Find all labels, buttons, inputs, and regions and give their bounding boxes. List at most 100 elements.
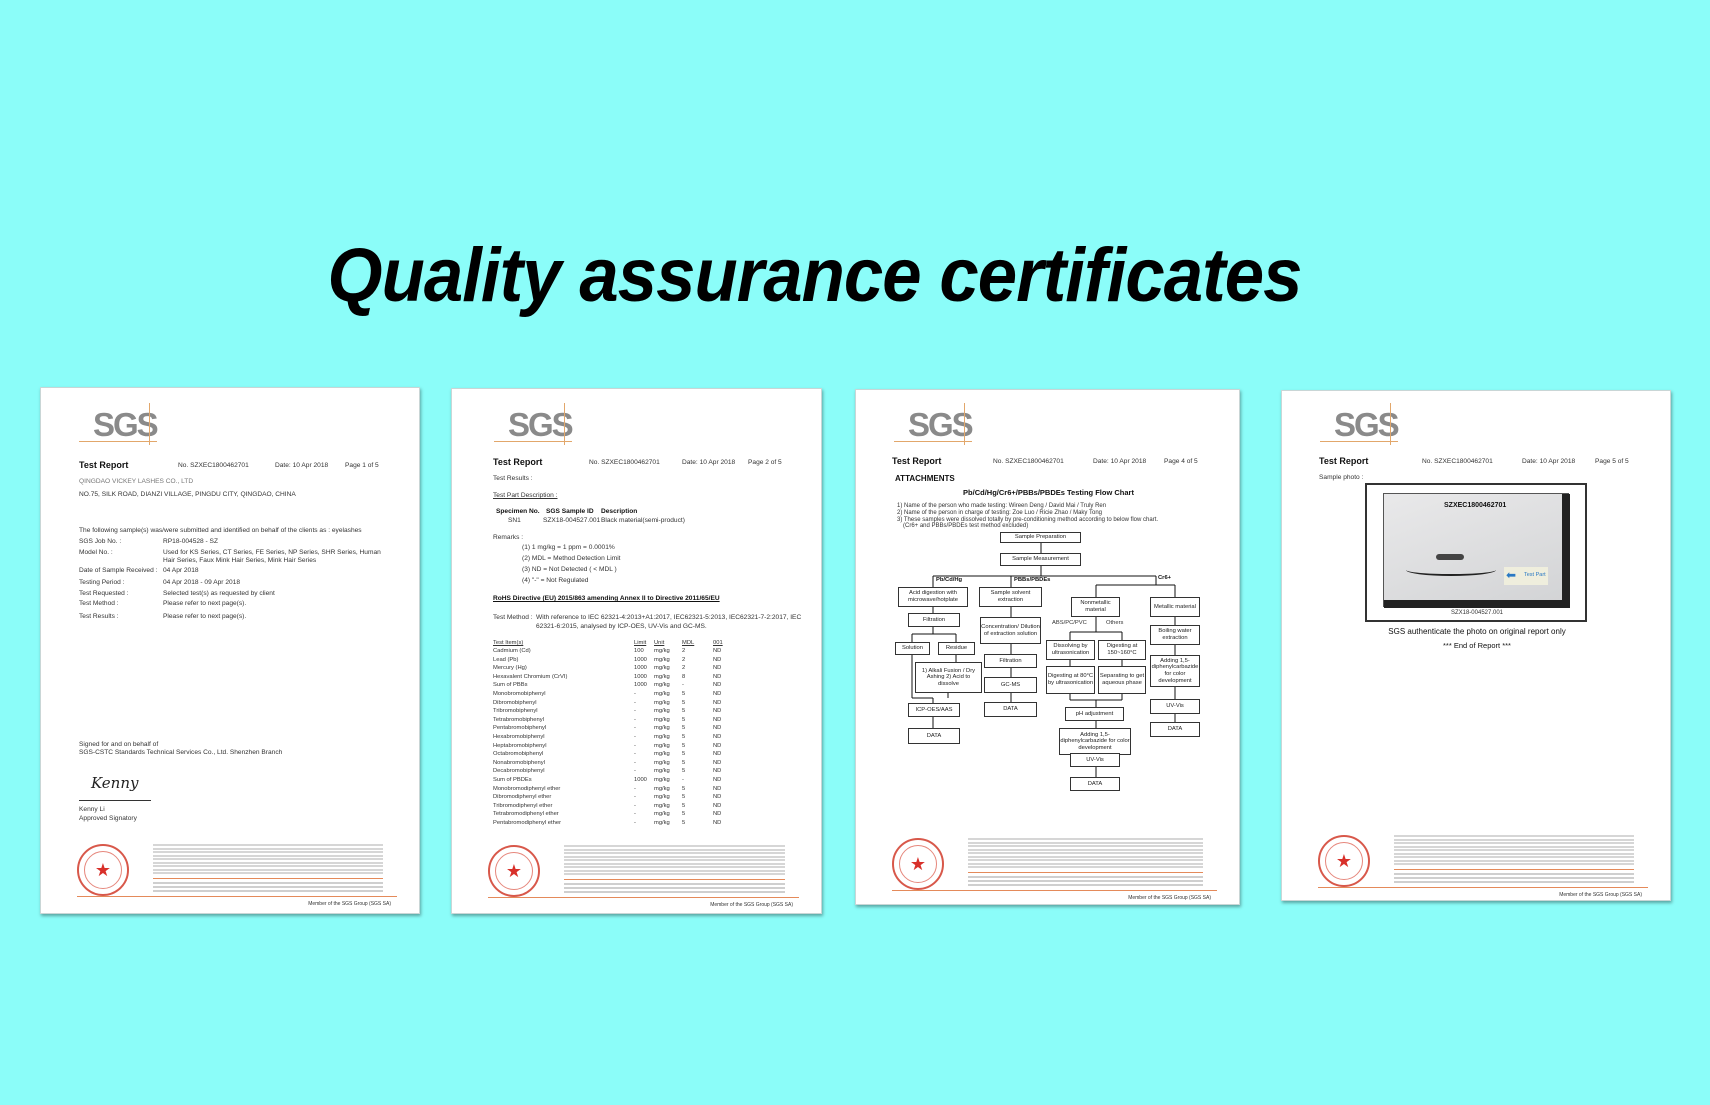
- disclaimer-line: [968, 859, 1203, 861]
- test-method: 62321-6:2015, analysed by ICP-OES, UV-Vi…: [536, 623, 707, 630]
- table-cell: ND: [713, 785, 722, 792]
- flow-box: Digesting at 80°C by ultrasonication: [1046, 666, 1095, 694]
- footer-rule: [77, 896, 397, 897]
- field-label: Testing Period :: [79, 579, 125, 586]
- table-row: Hexavalent Chromium (CrVI) 1000 mg/kg 8 ND: [452, 673, 821, 682]
- table-cell: -: [634, 820, 636, 826]
- table-cell: -: [634, 811, 636, 818]
- table-cell: -: [634, 708, 636, 715]
- certificate-page-4[interactable]: SGS Test Report No. SZXEC1800462701 Date…: [855, 389, 1240, 905]
- disclaimer-line: [1394, 859, 1634, 862]
- table-cell: -: [634, 734, 636, 740]
- table-cell: mg/kg: [654, 742, 670, 749]
- table-cell: 2: [682, 656, 686, 663]
- signer-name: Kenny Li: [79, 806, 105, 813]
- table-cell: Octabromobiphenyl: [493, 751, 544, 758]
- table-cell: Hexavalent Chromium (CrVI): [493, 673, 568, 680]
- directive-heading: RoHS Directive (EU) 2015/863 amending An…: [493, 595, 720, 602]
- remark: (4) "-" = Not Regulated: [522, 577, 589, 584]
- footer-rule: [153, 878, 383, 879]
- table-cell: Pentabromobiphenyl: [493, 725, 547, 732]
- footer-line: [1394, 873, 1634, 875]
- table-cell: ND: [713, 794, 722, 801]
- seal-stamp: ★: [77, 844, 129, 896]
- table-cell: 1000: [634, 682, 647, 689]
- disclaimer-line: [564, 866, 785, 868]
- table-row: Nonabromobiphenyl - mg/kg 5 ND: [452, 759, 821, 768]
- table-cell: 5: [682, 820, 686, 826]
- table-cell: 1000: [634, 673, 647, 680]
- table-row: Tribromodiphenyl ether - mg/kg 5 ND: [452, 803, 821, 811]
- table-cell: Cadmium (Cd): [493, 648, 531, 654]
- table-cell: -: [682, 682, 684, 689]
- logo-rule: [564, 403, 565, 445]
- certificate-page-2[interactable]: SGS Test Report No. SZXEC1800462701 Date…: [451, 388, 822, 914]
- field-value: 04 Apr 2018 - 09 Apr 2018: [163, 579, 240, 586]
- spec-cell: Black material(semi-product): [601, 517, 685, 524]
- table-cell: 1000: [634, 777, 647, 783]
- table-cell: 100: [634, 648, 644, 654]
- table-cell: -: [634, 794, 636, 801]
- seal-ring: [84, 851, 122, 889]
- table-cell: -: [634, 759, 636, 766]
- company-name: QINGDAO VICKEY LASHES CO., LTD: [79, 478, 194, 485]
- spec-header: Description: [601, 508, 638, 515]
- table-cell: ND: [713, 691, 722, 697]
- table-header: 001: [713, 640, 723, 646]
- disclaimer-line: [564, 845, 785, 847]
- sgs-logo: SGS: [1334, 406, 1400, 443]
- table-cell: 8: [682, 673, 686, 680]
- table-cell: Tribromobiphenyl: [493, 708, 538, 715]
- table-cell: ND: [713, 648, 722, 654]
- member-text: Member of the SGS Group (SGS SA): [308, 901, 391, 907]
- flow-box: Adding 1,5-diphenylcarbazide for color d…: [1059, 728, 1131, 755]
- sample-photo: SZXEC1800462701 ⬅ Test Part: [1383, 493, 1570, 608]
- intro-text: The following sample(s) was/were submitt…: [79, 527, 362, 534]
- table-cell: mg/kg: [654, 716, 670, 723]
- flow-box: Sample Measurement: [1000, 553, 1081, 566]
- member-text: Member of the SGS Group (SGS SA): [1128, 895, 1211, 901]
- disclaimer-line: [968, 848, 1203, 851]
- logo-rule: [894, 441, 972, 442]
- table-cell: Hexabromobiphenyl: [493, 734, 545, 740]
- flow-box: Dissolving by ultrasonication: [1046, 640, 1095, 660]
- flow-box: Nonmetallic material: [1071, 597, 1120, 617]
- table-cell: 1000: [634, 665, 647, 672]
- footer-rule: [892, 890, 1217, 891]
- ruler: [1562, 494, 1570, 608]
- disclaimer-line: [153, 868, 383, 871]
- remark: (2) MDL = Method Detection Limit: [522, 555, 621, 562]
- flow-box: Filtration: [908, 613, 960, 627]
- table-cell: ND: [713, 734, 722, 740]
- footer-line: [564, 887, 785, 889]
- table-cell: -: [634, 742, 636, 749]
- flow-box: Sample Preparation: [1000, 532, 1081, 543]
- table-cell: mg/kg: [654, 691, 670, 697]
- table-cell: mg/kg: [654, 673, 670, 680]
- table-cell: ND: [713, 777, 722, 783]
- page-title: Quality assurance certificates: [327, 233, 1303, 318]
- table-cell: 5: [682, 725, 686, 732]
- table-row: Tribromobiphenyl - mg/kg 5 ND: [452, 708, 821, 716]
- table-cell: Sum of PBDEs: [493, 777, 532, 783]
- table-cell: -: [634, 716, 636, 723]
- disclaimer-line: [564, 869, 785, 872]
- table-cell: Sum of PBBs: [493, 682, 528, 689]
- certificate-page-1[interactable]: SGS Test Report No. SZXEC1800462701 Date…: [40, 387, 420, 914]
- table-row: Monobromodiphenyl ether - mg/kg 5 ND: [452, 785, 821, 794]
- note: 2) Name of the person in charge of testi…: [897, 510, 1102, 516]
- disclaimer-line: [153, 847, 383, 850]
- disclaimer-line: [564, 848, 785, 851]
- table-row: Octabromobiphenyl - mg/kg 5 ND: [452, 751, 821, 759]
- footer-rule: [488, 897, 799, 898]
- certificate-page-5[interactable]: SGS Test Report No. SZXEC1800462701 Date…: [1281, 390, 1671, 901]
- member-text: Member of the SGS Group (SGS SA): [1559, 892, 1642, 898]
- seal-stamp: ★: [1318, 835, 1370, 887]
- table-row: Decabromobiphenyl - mg/kg 5 ND: [452, 768, 821, 776]
- table-cell: Lead (Pb): [493, 656, 519, 663]
- field-value: Please refer to next page(s).: [163, 600, 247, 607]
- table-cell: 5: [682, 794, 686, 801]
- table-cell: -: [634, 751, 636, 758]
- table-cell: Mercury (Hg): [493, 665, 527, 672]
- flow-box: Concentration/ Dilution of extraction so…: [980, 617, 1041, 644]
